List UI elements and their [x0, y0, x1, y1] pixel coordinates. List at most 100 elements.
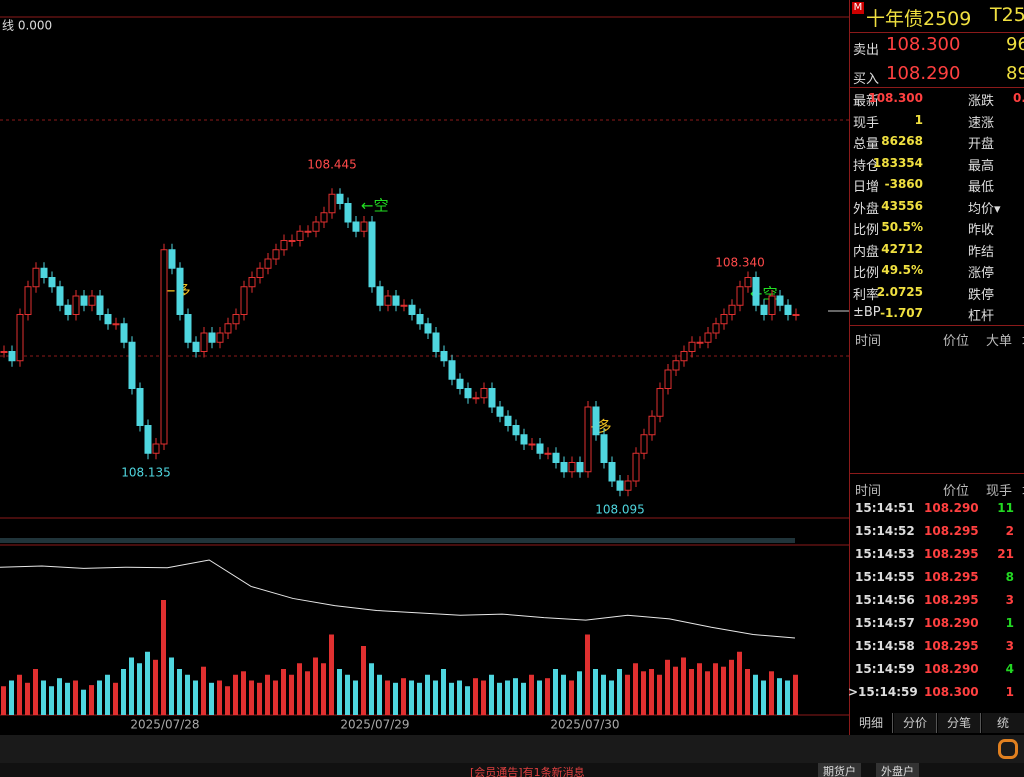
- status-button[interactable]: 期货户: [818, 763, 861, 777]
- volume-bar: [241, 671, 246, 715]
- volume-bar: [489, 674, 494, 715]
- candle-body: [784, 304, 792, 315]
- volume-bar: [457, 680, 462, 715]
- quote-value: 86268: [881, 134, 923, 148]
- volume-bar: [177, 669, 182, 715]
- status-button[interactable]: 外盘户: [876, 763, 919, 777]
- candle-body: [184, 314, 192, 343]
- candle-body: [512, 425, 520, 436]
- column-header: 价位: [943, 484, 970, 499]
- candle-body: [176, 267, 184, 315]
- quote-value: 0.: [1013, 91, 1024, 105]
- candle-body: [136, 388, 144, 426]
- volume-bar: [129, 657, 134, 715]
- volume-bar: [425, 674, 430, 715]
- candle-body: [152, 443, 160, 454]
- volume-bar: [713, 663, 718, 715]
- tab[interactable]: 分笔: [938, 713, 981, 733]
- candle-body: [592, 406, 600, 436]
- candle-body: [520, 434, 528, 445]
- trade-price: 108.295: [924, 570, 979, 584]
- volume-bar: [153, 659, 158, 715]
- volume-bar: [521, 682, 526, 715]
- candle-body: [600, 434, 608, 463]
- volume-bar: [57, 678, 62, 715]
- column-header: 时间: [855, 334, 882, 349]
- ask-price: 108.300: [886, 34, 961, 55]
- icon: [998, 739, 1018, 759]
- volume-bar: [737, 651, 742, 715]
- volume-bar: [361, 646, 366, 715]
- volume-bar: [113, 682, 118, 715]
- volume-bar: [569, 680, 574, 715]
- candle-body: [144, 425, 152, 454]
- candle-body: [312, 221, 320, 232]
- volume-bar: [473, 678, 478, 715]
- date-label: 2025/07/28: [130, 718, 199, 732]
- volume-bar: [105, 674, 110, 715]
- m-badge: M: [852, 2, 864, 14]
- quote-label: 比例: [853, 223, 880, 238]
- quote-label: 均价▾: [968, 201, 1001, 217]
- candle-body: [536, 443, 544, 454]
- ask-qty: 96: [1006, 34, 1024, 55]
- volume-bar: [225, 686, 230, 715]
- candle-body: [272, 249, 280, 260]
- trade-price: 108.295: [924, 547, 979, 561]
- toolbar: [0, 735, 1024, 763]
- candle-body: [728, 304, 736, 315]
- trade-price: 108.295: [924, 639, 979, 653]
- column-header: 增: [1022, 480, 1024, 499]
- candle-body: [368, 221, 376, 288]
- tab[interactable]: 分价: [894, 713, 937, 733]
- volume-bar: [697, 663, 702, 715]
- candle-body: [40, 267, 48, 278]
- candle-body: [768, 295, 776, 315]
- volume-bar: [41, 680, 46, 715]
- chart-area: 线 0.000 108.445 108.135 108.340 108.095 …: [0, 16, 849, 732]
- trade-price: 108.290: [924, 501, 979, 515]
- candle-body: [472, 397, 480, 400]
- volume-bar: [481, 680, 486, 715]
- candle-body: [96, 295, 104, 315]
- quote-label: 涨跌: [968, 94, 995, 109]
- volume-bar: [577, 671, 582, 715]
- volume-bar: [705, 671, 710, 715]
- volume-bar: [1, 686, 6, 715]
- candle-body: [208, 332, 216, 343]
- candle-body: [232, 314, 240, 325]
- volume-bar: [257, 682, 262, 715]
- volume-bar: [369, 663, 374, 715]
- volume-bar: [465, 686, 470, 715]
- volume-bar: [49, 686, 54, 715]
- volume-bar: [145, 651, 150, 715]
- volume-bar: [169, 657, 174, 715]
- volume-bar: [793, 674, 798, 715]
- candle-body: [104, 314, 112, 325]
- volume-bar: [81, 689, 86, 715]
- notice[interactable]: [会员通告]有1条新消息: [470, 766, 585, 777]
- volume-bar: [601, 674, 606, 715]
- top-label: 线 0.000: [2, 19, 52, 33]
- candle-body: [376, 286, 384, 306]
- volume-bar: [721, 666, 726, 715]
- candle-body: [736, 286, 744, 306]
- tab[interactable]: 统: [982, 713, 1024, 733]
- candle-body: [408, 304, 416, 315]
- quote-value: -3860: [884, 177, 923, 191]
- quote-value: 1: [914, 112, 923, 127]
- high-label: 108.340: [715, 256, 765, 270]
- volume-bar: [265, 674, 270, 715]
- trade-price: 108.295: [924, 593, 979, 607]
- quote-value: 2.0725: [876, 284, 923, 299]
- candle-body: [160, 249, 168, 445]
- volume-bar: [161, 600, 166, 715]
- tab[interactable]: 明细: [850, 713, 893, 733]
- candle-body: [680, 351, 688, 362]
- volume-bar: [561, 674, 566, 715]
- candle-body: [528, 443, 536, 446]
- quote-label: 最高: [968, 158, 995, 174]
- candle-body: [416, 314, 424, 325]
- open-interest-line: [0, 559, 796, 639]
- quote-label: 跌停: [968, 287, 995, 303]
